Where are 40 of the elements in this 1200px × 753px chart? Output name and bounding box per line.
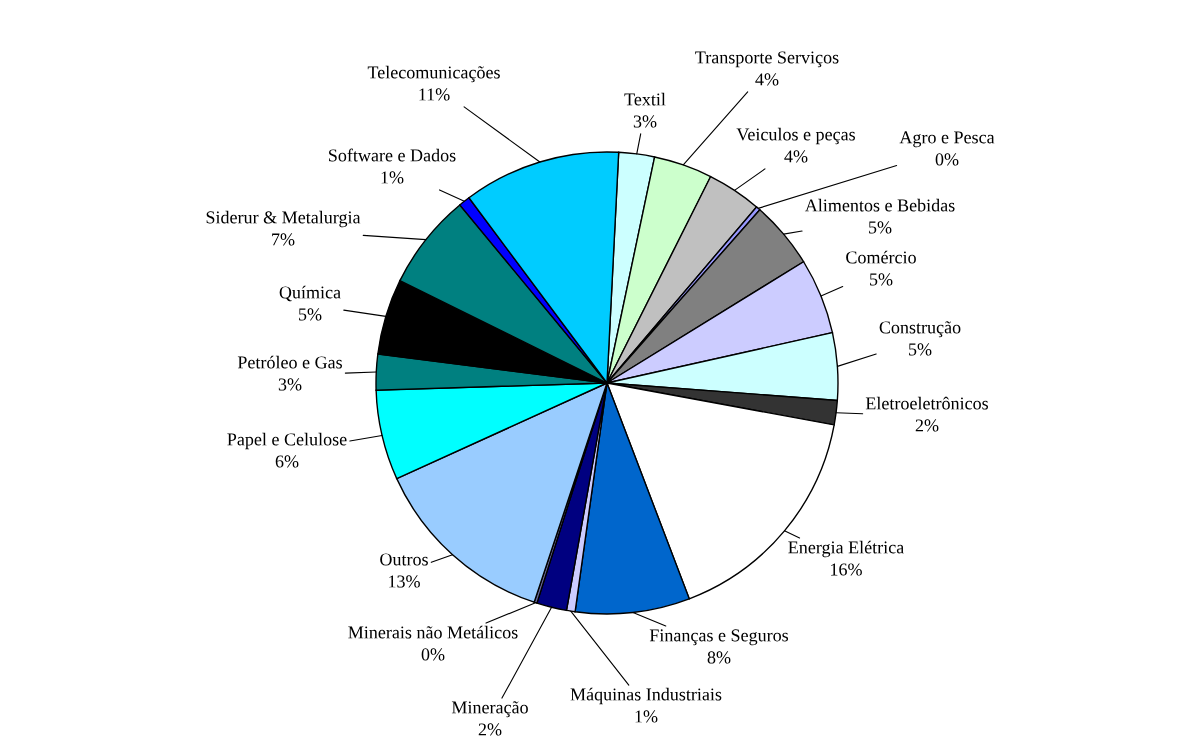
data-label: 0% xyxy=(935,153,959,166)
data-label: 4% xyxy=(784,150,808,163)
slice-label: Agro e Pesca xyxy=(899,131,995,148)
slice-label: Software e Dados xyxy=(329,148,456,162)
data-label: 8% xyxy=(707,651,731,664)
data-label: 0% xyxy=(421,648,445,661)
data-label: 5% xyxy=(299,308,322,321)
slice-label: Máquinas Industriais xyxy=(570,687,722,705)
data-label: 4% xyxy=(755,73,779,86)
slice-label: Telecomunicações xyxy=(367,65,500,83)
slice-label: Eletroeletrônicos xyxy=(865,396,989,410)
slice-label: Petróleo e Gas xyxy=(237,355,342,369)
data-label: 1% xyxy=(635,710,658,723)
slice-label: Finanças e Seguros xyxy=(649,629,789,646)
slice-label: Veiculos e peças xyxy=(736,127,855,145)
slice-label: Siderur & Metalurgia xyxy=(206,210,361,228)
slice-label: Minerais não Metálicos xyxy=(348,625,518,639)
slice-label: Mineração xyxy=(451,701,528,718)
slice-label: Alimentos e Bebidas xyxy=(804,198,955,212)
data-label: 16% xyxy=(831,563,862,576)
slice-label: Construção xyxy=(879,321,961,338)
data-label: 2% xyxy=(915,419,939,432)
data-label: 3% xyxy=(633,115,657,128)
data-label: 3% xyxy=(278,378,302,391)
data-label: 7% xyxy=(272,233,295,246)
data-label: 2% xyxy=(478,723,502,736)
slice-label: Comércio xyxy=(846,250,916,264)
data-label: 6% xyxy=(275,455,299,468)
slice-label: Energia Elétrica xyxy=(788,540,904,558)
data-label: 5% xyxy=(869,221,892,234)
slice-label: Transporte Serviços xyxy=(695,51,839,68)
slice-label: Química xyxy=(279,285,341,302)
slice-label: Textil xyxy=(624,92,666,106)
slice-label: Papel e Celulose xyxy=(227,432,347,450)
slice-label: Outros xyxy=(380,553,428,566)
data-label: 5% xyxy=(870,273,893,286)
data-label: 1% xyxy=(381,171,404,184)
data-label: 5% xyxy=(909,343,932,356)
data-label: 11% xyxy=(419,88,450,101)
data-label: 13% xyxy=(389,575,420,588)
